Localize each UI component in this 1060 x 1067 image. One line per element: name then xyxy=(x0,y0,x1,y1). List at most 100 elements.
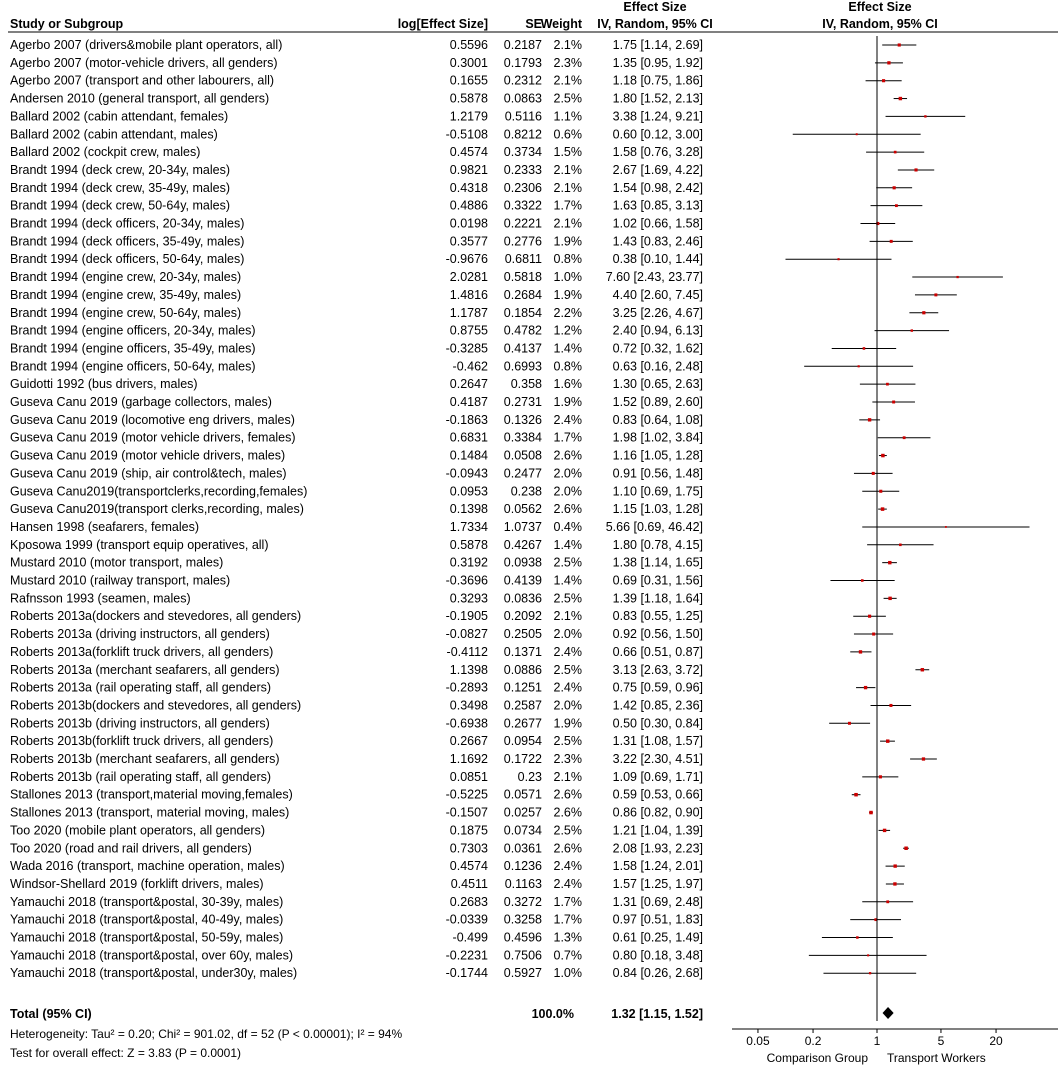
effect-point xyxy=(867,418,872,422)
study-label: Brandt 1994 (engine crew, 20-34y, males) xyxy=(10,270,241,284)
weight-value: 2.1% xyxy=(554,181,583,195)
log-effect-size-value: -0.4112 xyxy=(447,645,489,659)
study-label: Yamauchi 2018 (transport&postal, under30… xyxy=(10,966,297,980)
se-value: 0.1163 xyxy=(505,877,542,891)
log-effect-size-value: 0.3577 xyxy=(450,234,488,248)
effect-size-ci-value: 0.59 [0.53, 0.66] xyxy=(613,788,703,802)
effect-point xyxy=(920,668,925,672)
table-footer: Total (95% CI) 100.0% 1.32 [1.15, 1.52] … xyxy=(10,1007,703,1060)
effect-point xyxy=(876,221,880,226)
effect-size-ci-value: 2.40 [0.94, 6.13] xyxy=(613,324,703,338)
weight-value: 2.1% xyxy=(554,217,583,231)
se-value: 0.0571 xyxy=(504,788,542,802)
weight-value: 2.1% xyxy=(554,770,583,784)
table-row: Roberts 2013b (merchant seafarers, all g… xyxy=(10,752,703,766)
study-label: Yamauchi 2018 (transport&postal, 50-59y,… xyxy=(10,931,283,945)
effect-point xyxy=(879,489,883,493)
weight-value: 2.6% xyxy=(554,502,583,516)
total-label: Total (95% CI) xyxy=(10,1007,92,1021)
effect-point xyxy=(889,239,893,243)
study-label: Brandt 1994 (engine crew, 35-49y, males) xyxy=(10,288,241,302)
weight-value: 2.5% xyxy=(554,663,583,677)
table-row: Yamauchi 2018 (transport&postal, over 60… xyxy=(10,948,703,962)
study-label: Stallones 2013 (transport,material movin… xyxy=(10,788,293,802)
x-tick-label: 5 xyxy=(938,1034,945,1048)
table-row: Roberts 2013b (rail operating staff, all… xyxy=(10,770,703,784)
effect-point xyxy=(882,828,887,833)
effect-size-ci-value: 1.31 [0.69, 2.48] xyxy=(613,895,703,909)
log-effect-size-value: -0.3696 xyxy=(446,574,488,588)
table-row: Brandt 1994 (deck officers, 50-64y, male… xyxy=(10,252,703,266)
weight-value: 2.0% xyxy=(554,466,583,480)
effect-point xyxy=(892,186,896,190)
weight-value: 2.4% xyxy=(554,681,583,695)
table-row: Yamauchi 2018 (transport&postal, 30-39y,… xyxy=(10,895,703,909)
log-effect-size-value: 0.3001 xyxy=(450,56,488,70)
log-effect-size-value: 2.0281 xyxy=(450,270,488,284)
effect-size-ci-value: 1.58 [1.24, 2.01] xyxy=(613,859,703,873)
weight-value: 2.1% xyxy=(554,74,583,88)
effect-size-ci-value: 2.67 [1.69, 4.22] xyxy=(613,163,703,177)
se-value: 0.7506 xyxy=(504,948,542,962)
weight-value: 1.0% xyxy=(554,270,583,284)
weight-value: 2.1% xyxy=(554,38,583,52)
log-effect-size-value: 0.0851 xyxy=(450,770,488,784)
effect-size-ci-value: 0.72 [0.32, 1.62] xyxy=(613,341,703,355)
se-value: 0.2505 xyxy=(504,627,542,641)
effect-size-ci-value: 1.39 [1.18, 1.64] xyxy=(613,591,703,605)
log-effect-size-value: 0.6831 xyxy=(450,431,488,445)
se-value: 0.2092 xyxy=(504,609,542,623)
effect-size-ci-value: 0.75 [0.59, 0.96] xyxy=(613,681,703,695)
log-effect-size-value: 1.1692 xyxy=(450,752,488,766)
study-label: Windsor-Shellard 2019 (forklift drivers,… xyxy=(10,877,264,891)
table-row: Agerbo 2007 (transport and other laboure… xyxy=(10,74,703,88)
log-effect-size-value: -0.2231 xyxy=(446,948,488,962)
effect-size-ci-value: 2.08 [1.93, 2.23] xyxy=(613,841,703,855)
se-value: 0.2306 xyxy=(504,181,542,195)
overall-effect-text: Test for overall effect: Z = 3.83 (P = 0… xyxy=(10,1046,241,1060)
total-ci: 1.32 [1.15, 1.52] xyxy=(611,1007,703,1021)
effect-size-ci-value: 1.15 [1.03, 1.28] xyxy=(613,502,703,516)
effect-size-ci-value: 1.31 [1.08, 1.57] xyxy=(613,734,703,748)
table-row: Brandt 1994 (deck crew, 35-49y, males) 0.… xyxy=(10,181,703,195)
favours-left-label: Comparison Group xyxy=(767,1051,869,1065)
effect-point xyxy=(897,43,901,47)
weight-value: 0.8% xyxy=(554,359,583,373)
study-label: Guseva Canu2019(transportclerks,recordin… xyxy=(10,484,307,498)
log-effect-size-value: -0.1863 xyxy=(446,413,488,427)
study-label: Guseva Canu 2019 (motor vehicle drivers,… xyxy=(10,449,285,463)
se-value: 0.3322 xyxy=(504,199,542,213)
weight-value: 1.1% xyxy=(554,109,583,123)
effect-size-ci-value: 3.13 [2.63, 3.72] xyxy=(613,663,703,677)
effect-size-ci-value: 1.63 [0.85, 3.13] xyxy=(613,199,703,213)
header-plot-effect-size: Effect Size xyxy=(848,0,911,14)
effect-point xyxy=(854,792,858,797)
log-effect-size-value: 0.3293 xyxy=(450,591,488,605)
weight-value: 1.7% xyxy=(554,895,583,909)
effect-size-ci-value: 0.84 [0.26, 2.68] xyxy=(613,966,703,980)
se-value: 0.2684 xyxy=(504,288,542,302)
effect-point xyxy=(869,810,873,815)
effect-size-ci-value: 0.80 [0.18, 3.48] xyxy=(613,948,703,962)
header-effect-size-method: IV, Random, 95% CI xyxy=(597,17,713,31)
study-label: Mustard 2010 (railway transport, males) xyxy=(10,574,230,588)
x-tick-label: 20 xyxy=(989,1034,1003,1048)
table-row: Roberts 2013b(dockers and stevedores, al… xyxy=(10,698,703,712)
effect-size-ci-value: 1.18 [0.75, 1.86] xyxy=(613,74,703,88)
log-effect-size-value: 0.0953 xyxy=(450,484,488,498)
effect-point xyxy=(895,204,898,208)
table-row: Guidotti 1992 (bus drivers, males) 0.2647… xyxy=(10,377,703,391)
study-label: Yamauchi 2018 (transport&postal, over 60… xyxy=(10,948,293,962)
effect-point xyxy=(888,596,892,601)
log-effect-size-value: -0.1744 xyxy=(446,966,488,980)
effect-point xyxy=(868,614,872,618)
table-row: Andersen 2010 (general transport, all ge… xyxy=(10,92,703,106)
se-value: 0.3258 xyxy=(504,913,542,927)
effect-point xyxy=(892,400,896,404)
effect-point xyxy=(914,168,918,172)
study-label: Roberts 2013b (driving instructors, all … xyxy=(10,716,270,730)
effect-point xyxy=(837,258,840,261)
effect-size-ci-value: 0.69 [0.31, 1.56] xyxy=(613,574,703,588)
table-row: Brandt 1994 (deck officers, 35-49y, male… xyxy=(10,234,703,248)
table-row: Mustard 2010 (motor transport, males) 0.3… xyxy=(10,556,703,570)
